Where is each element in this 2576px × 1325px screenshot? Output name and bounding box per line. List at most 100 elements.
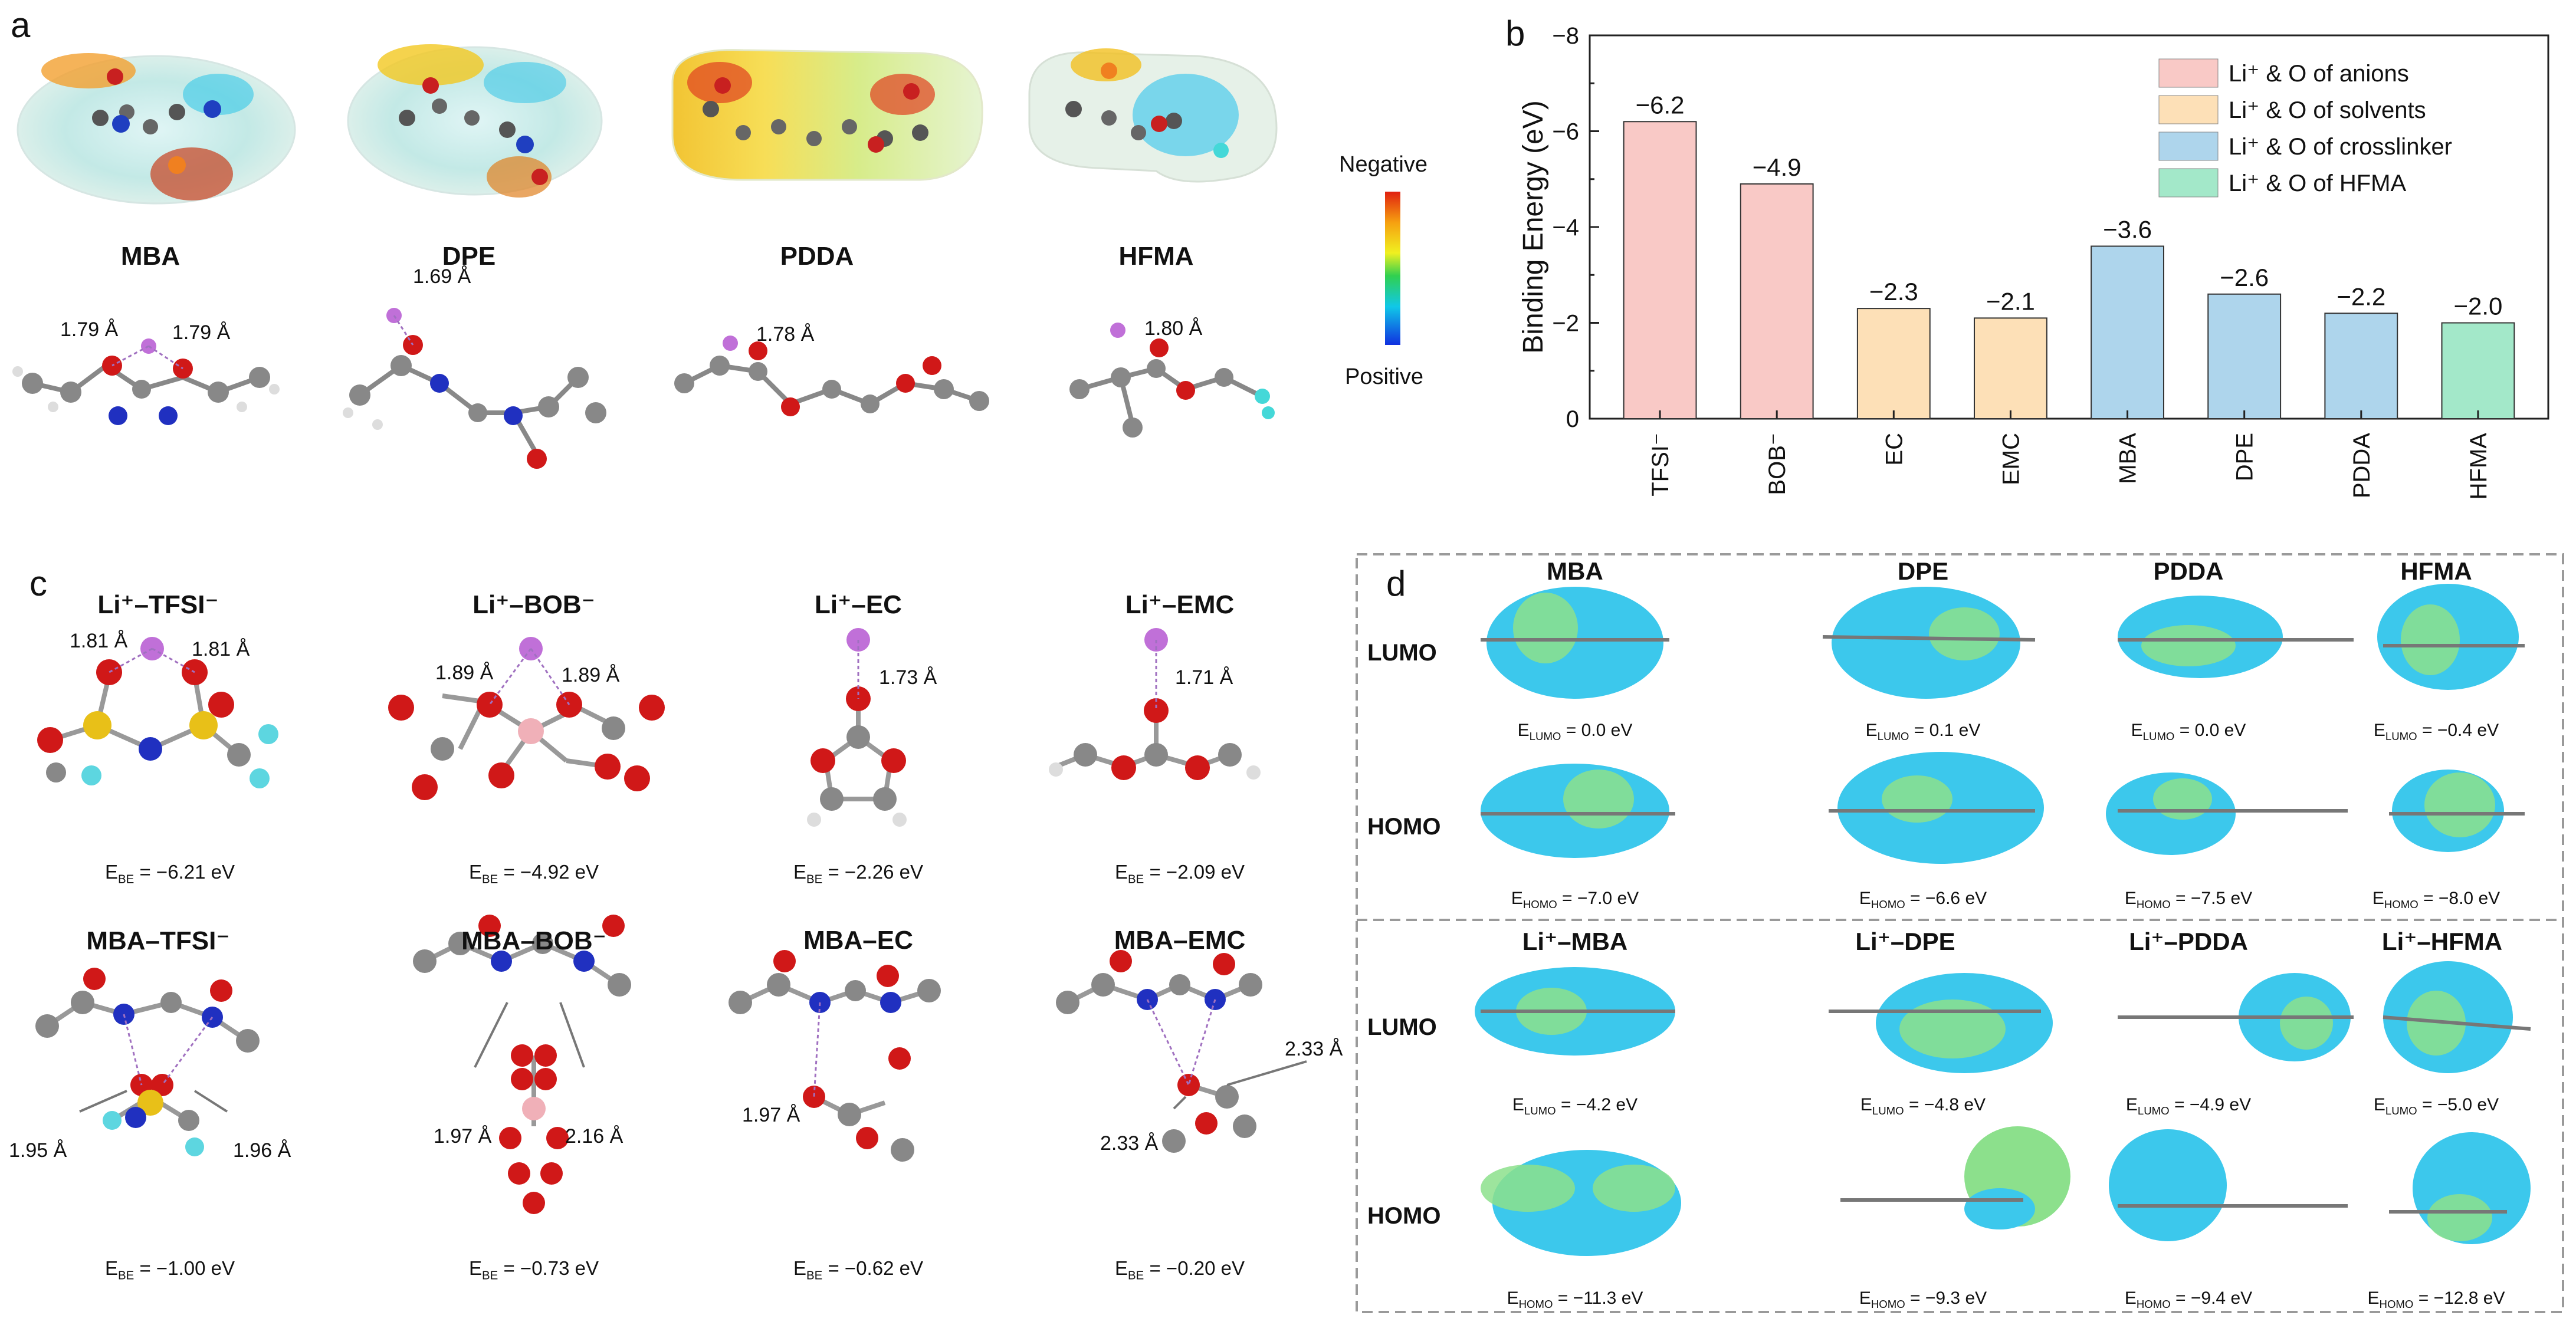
ebe-mba-emc: EBE = −0.20 eV (1115, 1257, 1245, 1283)
d-col-li-dpe: Li⁺–DPE (1855, 928, 1955, 955)
molecule-title-dpe: DPE (442, 242, 496, 271)
orbital-homo-li-pdda (2109, 1129, 2348, 1241)
dist-label: 1.79 Å (60, 318, 119, 341)
ebe-li-emc: EBE = −2.09 eV (1115, 861, 1245, 886)
dist-label: 1.78 Å (756, 323, 815, 346)
molecule-title-hfma: HFMA (1118, 242, 1194, 271)
e-lumo-li-mba: ELUMO = −4.2 eV (1512, 1095, 1638, 1117)
ball-stick-li-emc (1049, 628, 1261, 780)
e-homo-pdda: EHOMO = −7.5 eV (2124, 889, 2253, 910)
orbital-lumo-pdda (2118, 596, 2354, 678)
ebe-mba-ec: EBE = −0.62 eV (793, 1257, 923, 1283)
orbital-lumo-li-pdda (2118, 973, 2354, 1061)
row-label-lumo: LUMO (1367, 640, 1437, 666)
bar-value-label: −4.9 (1753, 153, 1801, 181)
y-tick-label: −2 (1552, 311, 1579, 337)
bar (1856, 308, 1931, 419)
legend-label: Li⁺ & O of anions (2229, 61, 2409, 87)
dist-label: 1.97 Å (742, 1104, 800, 1126)
e-lumo-mba: ELUMO = 0.0 eV (1517, 721, 1633, 742)
ball-stick-dpe (343, 308, 606, 469)
ball-stick-pdda (674, 336, 989, 416)
ball-stick-mba-bob (413, 915, 631, 1214)
bar-value-label: −2.6 (2220, 264, 2269, 291)
dist-label: 1.97 Å (434, 1125, 492, 1148)
panel-label-c: c (29, 564, 47, 603)
molecule-title-pdda: PDDA (780, 242, 854, 271)
ball-stick-mba-tfsi (35, 968, 260, 1156)
binding-energy-chart: 0 −2 −4 −6 −8 Binding Energy (eV) −6.2 TFSI⁻ −4.… (1518, 24, 2549, 500)
orbital-homo-li-mba (1481, 1150, 1681, 1256)
ball-stick-li-ec (807, 628, 907, 827)
x-tick-label: MBA (2115, 433, 2141, 484)
orbital-lumo-li-mba (1475, 967, 1675, 1056)
legend-label: Li⁺ & O of HFMA (2229, 170, 2406, 196)
e-lumo-li-dpe: ELUMO = −4.8 eV (1860, 1095, 1986, 1117)
complex-title-mba-tfsi: MBA–TFSI⁻ (86, 926, 230, 955)
complex-title-mba-bob: MBA–BOB⁻ (461, 926, 606, 955)
dist-label: 1.81 Å (70, 630, 128, 652)
d-col-pdda: PDDA (2153, 557, 2224, 585)
ball-stick-li-bob (388, 637, 665, 800)
y-axis-label: Binding Energy (eV) (1518, 100, 1549, 354)
panel-c-graphics (35, 628, 1307, 1214)
orbital-homo-li-dpe (1840, 1126, 2070, 1229)
colorbar-label-negative: Negative (1339, 152, 1428, 177)
orbital-homo-li-hfma (2389, 1132, 2531, 1244)
panel-label-b: b (1505, 14, 1525, 53)
complex-title-li-emc: Li⁺–EMC (1125, 590, 1235, 619)
e-lumo-li-hfma: ELUMO = −5.0 eV (2373, 1095, 2499, 1117)
d-col-dpe: DPE (1897, 557, 1949, 585)
legend-swatch (2158, 168, 2219, 198)
e-lumo-li-pdda: ELUMO = −4.9 eV (2125, 1095, 2252, 1117)
panel-label-d: d (1386, 564, 1406, 603)
e-homo-li-mba: EHOMO = −11.3 eV (1507, 1288, 1643, 1310)
x-tick-label: HFMA (2466, 433, 2492, 500)
complex-title-li-ec: Li⁺–EC (815, 590, 902, 619)
ball-stick-mba (12, 338, 280, 425)
ebe-mba-bob: EBE = −0.73 eV (469, 1257, 599, 1283)
ebe-li-tfsi: EBE = −6.21 eV (105, 861, 235, 886)
bar-value-label: −2.1 (1986, 287, 2035, 315)
ball-stick-li-tfsi (37, 637, 278, 788)
orbital-homo-hfma (2389, 770, 2525, 852)
x-tick-label: TFSI⁻ (1648, 433, 1673, 497)
bar-value-label: −2.2 (2337, 282, 2385, 310)
dist-label: 1.89 Å (435, 662, 494, 684)
panel-d-graphics (1356, 553, 2564, 1313)
panel-a-graphics (12, 44, 1400, 469)
e-lumo-dpe: ELUMO = 0.1 eV (1865, 721, 1981, 742)
ebe-mba-tfsi: EBE = −1.00 eV (105, 1257, 235, 1283)
colorbar-label-positive: Positive (1345, 364, 1424, 389)
bar (1623, 121, 1697, 419)
bar (2324, 313, 2398, 419)
dist-label: 2.33 Å (1100, 1132, 1159, 1155)
dist-label: 1.69 Å (413, 265, 471, 288)
bar-value-label: −3.6 (2103, 216, 2152, 244)
e-homo-li-dpe: EHOMO = −9.3 eV (1859, 1288, 1987, 1310)
y-tick-label: −4 (1552, 215, 1579, 241)
x-tick-label: EC (1881, 433, 1907, 466)
orbital-lumo-li-hfma (2383, 961, 2531, 1073)
ball-stick-mba-ec (729, 950, 941, 1162)
esp-surface-hfma (1028, 48, 1278, 183)
d-col-li-mba: Li⁺–MBA (1522, 928, 1628, 955)
e-homo-li-hfma: EHOMO = −12.8 eV (2367, 1288, 2505, 1310)
dist-label: 1.73 Å (879, 666, 937, 689)
y-tick-label: −8 (1552, 24, 1579, 49)
dist-label: 1.80 Å (1144, 317, 1203, 340)
bar-value-label: −6.2 (1636, 91, 1685, 119)
x-tick-label: DPE (2232, 433, 2258, 481)
ebe-li-ec: EBE = −2.26 eV (793, 861, 923, 886)
row-label-homo-li: HOMO (1367, 1203, 1441, 1229)
d-col-hfma: HFMA (2400, 557, 2472, 585)
ebe-li-bob: EBE = −4.92 eV (469, 861, 599, 886)
e-homo-li-pdda: EHOMO = −9.4 eV (2124, 1288, 2253, 1310)
d-col-li-pdda: Li⁺–PDDA (2129, 928, 2248, 955)
dist-label: 2.33 Å (1285, 1038, 1343, 1060)
esp-surface-dpe (347, 44, 603, 198)
bar (2207, 293, 2282, 419)
e-homo-mba: EHOMO = −7.0 eV (1511, 889, 1639, 910)
e-lumo-pdda: ELUMO = 0.0 eV (2131, 721, 2246, 742)
d-col-li-hfma: Li⁺–HFMA (2381, 928, 2503, 955)
